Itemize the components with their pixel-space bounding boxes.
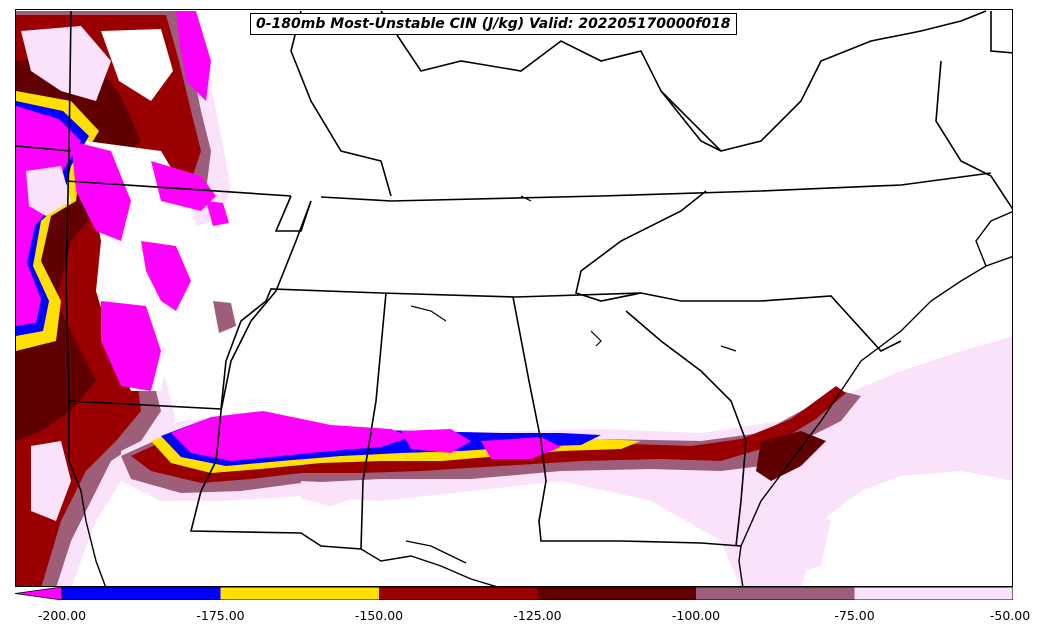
colorbar-extend-arrow [15, 587, 63, 600]
colorbar-tick-label: -200.00 [37, 608, 87, 623]
colorbar-bin-100 [696, 587, 855, 600]
colorbar-bin-200 [62, 587, 221, 600]
colorbar-tick-label: -75.00 [834, 608, 875, 623]
map-title: 0-180mb Most-Unstable CIN (J/kg) Valid: … [250, 13, 737, 35]
colorbar-bin-175 [220, 587, 379, 600]
colorbar-bin-75 [854, 587, 1013, 600]
colorbar-outline [61, 587, 1013, 600]
cin-field-south [121, 336, 1012, 586]
colorbar-tick-label: -100.00 [671, 608, 721, 623]
colorbar-bin-150 [379, 587, 538, 600]
colorbar-bin-125 [537, 587, 696, 600]
colorbar-tick-label: -150.00 [354, 608, 404, 623]
state-boundaries [16, 10, 1012, 550]
map-panel [15, 9, 1013, 587]
colorbar-tick-label: -175.00 [196, 608, 245, 623]
colorbar-tick-label: -125.00 [513, 608, 562, 623]
coastline [68, 211, 1012, 586]
colorbar-tick-label: -50.00 [989, 608, 1031, 623]
lakes [410, 195, 737, 352]
colorbar [15, 587, 1013, 600]
